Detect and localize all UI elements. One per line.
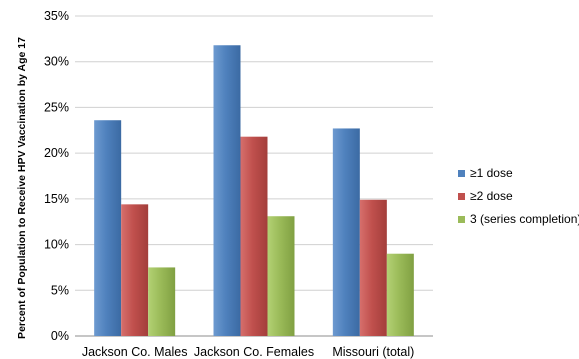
bar [121,204,149,336]
y-tick-label: 15% [44,192,69,206]
y-tick-label: 30% [44,55,69,69]
y-axis-ticks: 0% 5% 10% 15% 20% 25% 30% 35% [44,9,69,343]
legend-swatch [458,170,465,177]
bar [213,45,241,336]
bar [386,253,414,336]
y-tick-label: 5% [51,283,69,297]
y-tick-label: 0% [51,329,69,343]
legend-label: ≥2 dose [470,189,513,203]
bar [359,199,387,336]
legend-label: 3 (series completion) [470,212,579,226]
x-category-label: Jackson Co. Males [82,345,188,359]
legend-label: ≥1 dose [470,166,513,180]
bar [148,267,176,336]
y-tick-label: 35% [44,9,69,23]
y-tick-label: 10% [44,238,69,252]
bar [94,120,122,336]
y-tick-label: 20% [44,146,69,160]
legend-swatch [458,193,465,200]
legend: ≥1 dose ≥2 dose 3 (series completion) [458,166,579,226]
bar [332,128,360,336]
y-tick-label: 25% [44,100,69,114]
x-category-label: Missouri (total) [332,345,414,359]
bar [240,136,268,336]
legend-swatch [458,216,465,223]
x-axis-categories: Jackson Co. Males Jackson Co. Females Miss… [82,345,414,359]
y-axis-label: Percent of Population to Receive HPV Vac… [16,37,28,339]
x-category-label: Jackson Co. Females [194,345,314,359]
bar [267,216,295,336]
bars [94,45,414,336]
